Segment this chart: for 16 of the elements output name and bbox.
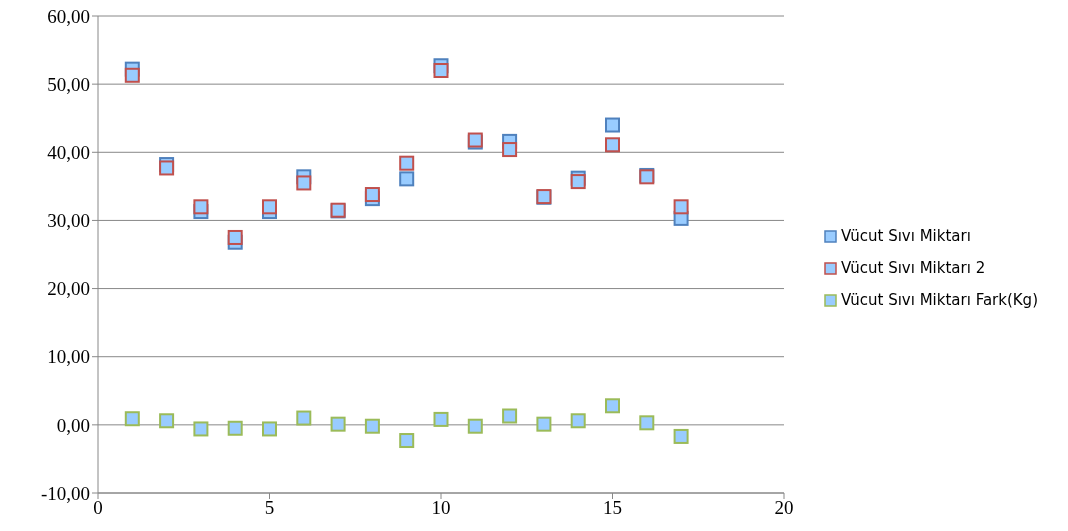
y-tick-label: 20,00 [47,278,90,300]
y-tick-label: 30,00 [47,210,90,232]
legend-label: Vücut Sıvı Miktarı 2 [841,259,986,277]
y-tick-label: 50,00 [47,73,90,95]
x-tick-label: 15 [603,497,622,519]
x-tick-label: 10 [431,497,451,519]
legend-label: Vücut Sıvı Miktarı Fark(Kg) [841,291,1038,309]
y-tick-label: 0,00 [56,414,90,436]
y-tick-label: 10,00 [47,346,90,368]
y-tick-label: 60,00 [47,5,90,27]
y-tick-label: -10,00 [40,482,90,504]
x-tick-label: 20 [774,497,794,519]
legend-label: Vücut Sıvı Miktarı [841,227,971,245]
x-tick-label: 5 [264,497,275,519]
y-tick-label: 40,00 [47,142,90,164]
x-tick-label: 0 [93,497,103,519]
